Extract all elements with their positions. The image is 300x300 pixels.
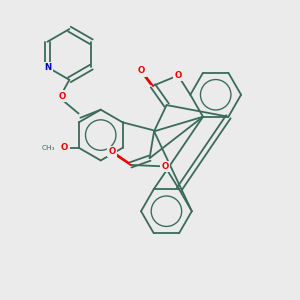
Text: O: O: [175, 71, 182, 80]
Text: O: O: [138, 66, 145, 75]
Text: O: O: [108, 147, 116, 156]
Text: N: N: [44, 63, 52, 72]
Text: CH₃: CH₃: [41, 145, 55, 151]
Text: O: O: [58, 92, 65, 101]
Text: O: O: [61, 143, 68, 152]
Text: O: O: [161, 162, 169, 171]
